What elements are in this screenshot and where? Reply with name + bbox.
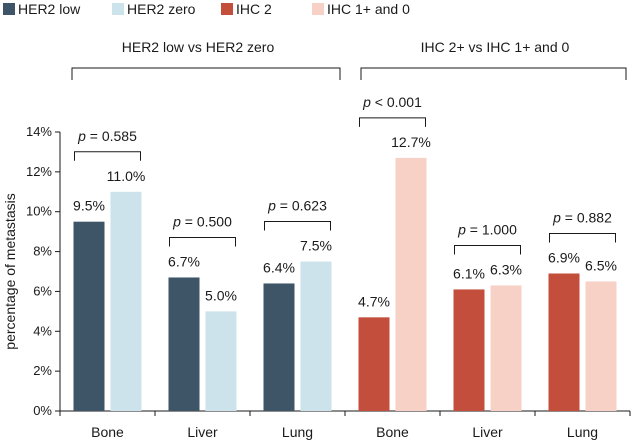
legend-label: HER2 low (18, 1, 81, 17)
bar (490, 285, 522, 411)
legend-swatch (112, 3, 124, 15)
bar (263, 283, 295, 411)
legend-label: IHC 2 (236, 1, 272, 17)
y-tick-label: 6% (33, 283, 52, 298)
y-tick-label: 0% (33, 403, 52, 418)
bar-value-label: 6.7% (168, 253, 200, 269)
x-category-label: Bone (376, 424, 409, 440)
x-category-label: Bone (91, 424, 124, 440)
pvalue-label: p < 0.001 (362, 94, 422, 110)
bar-value-label: 6.5% (585, 257, 617, 273)
legend-swatch (221, 3, 233, 15)
pvalue-label: p = 0.882 (552, 209, 612, 225)
bar-value-label: 11.0% (107, 168, 146, 184)
bar (73, 221, 105, 411)
bar (453, 289, 485, 411)
y-tick-label: 8% (33, 244, 52, 259)
pvalue-label: p = 0.623 (267, 198, 327, 214)
legend-label: IHC 1+ and 0 (327, 1, 410, 17)
pvalue-bracket (359, 117, 426, 127)
bar (168, 277, 200, 411)
group-titles: HER2 low vs HER2 zero IHC 2+ vs IHC 1+ an… (71, 39, 627, 80)
x-category-label: Liver (187, 424, 218, 440)
bar-value-label: 6.9% (548, 249, 580, 265)
bar-value-label: 6.1% (453, 265, 485, 281)
legend-label: HER2 zero (127, 1, 196, 17)
bar (585, 281, 617, 411)
bar (205, 311, 237, 411)
bar-value-label: 6.4% (263, 259, 295, 275)
bar (300, 261, 332, 411)
pvalue-label: p = 0.500 (172, 213, 232, 229)
bar-value-label: 5.0% (205, 287, 237, 303)
x-category-label: Lung (567, 424, 598, 440)
group-title: HER2 low vs HER2 zero (122, 39, 275, 55)
pvalue-bracket (74, 151, 141, 161)
y-tick-label: 14% (26, 124, 52, 139)
bar-value-label: 9.5% (73, 198, 105, 214)
bar (110, 191, 142, 411)
bar-value-label: 4.7% (358, 293, 390, 309)
bar-value-label: 6.3% (490, 261, 522, 277)
legend-swatch (3, 3, 15, 15)
y-tick-label: 12% (26, 164, 52, 179)
y-tick-label: 10% (26, 204, 52, 219)
x-category-label: Liver (472, 424, 503, 440)
bar (548, 273, 580, 411)
x-axis-categories: Bone Liver Lung Bone Liver Lung (91, 424, 598, 440)
y-axis: 0% 2% 4% 6% 8% 10% 12% 14% percentage of metasta… (2, 124, 631, 418)
pvalue-bracket (169, 236, 236, 247)
bar (395, 157, 427, 411)
bar-value-label: 12.7% (391, 134, 431, 150)
pvalue-label: p = 1.000 (457, 221, 517, 237)
bar-value-label: 7.5% (300, 238, 332, 254)
pvalue-label: p = 0.585 (77, 128, 137, 144)
group-bracket (360, 67, 627, 80)
x-category-label: Lung (282, 424, 313, 440)
pvalue-brackets: p = 0.585 p = 0.500 p = 0.623 p < 0.001 p = … (74, 94, 616, 255)
pvalue-bracket (264, 221, 331, 231)
y-tick-label: 4% (33, 323, 52, 338)
pvalue-bracket (549, 232, 616, 243)
legend: HER2 low HER2 zero IHC 2 IHC 1+ and 0 (3, 1, 410, 17)
bars: 9.5%11.0% 6.7% 5.0% 6.4% 7.5% 4.7% 12.7% 6.1% 6.… (73, 134, 617, 411)
group-bracket (71, 67, 341, 80)
y-tick-label: 2% (33, 363, 52, 378)
legend-swatch (312, 3, 324, 15)
pvalue-bracket (454, 244, 521, 255)
group-title: IHC 2+ vs IHC 1+ and 0 (421, 39, 570, 55)
y-axis-label: percentage of metastasis (2, 193, 18, 349)
bar (358, 317, 390, 411)
